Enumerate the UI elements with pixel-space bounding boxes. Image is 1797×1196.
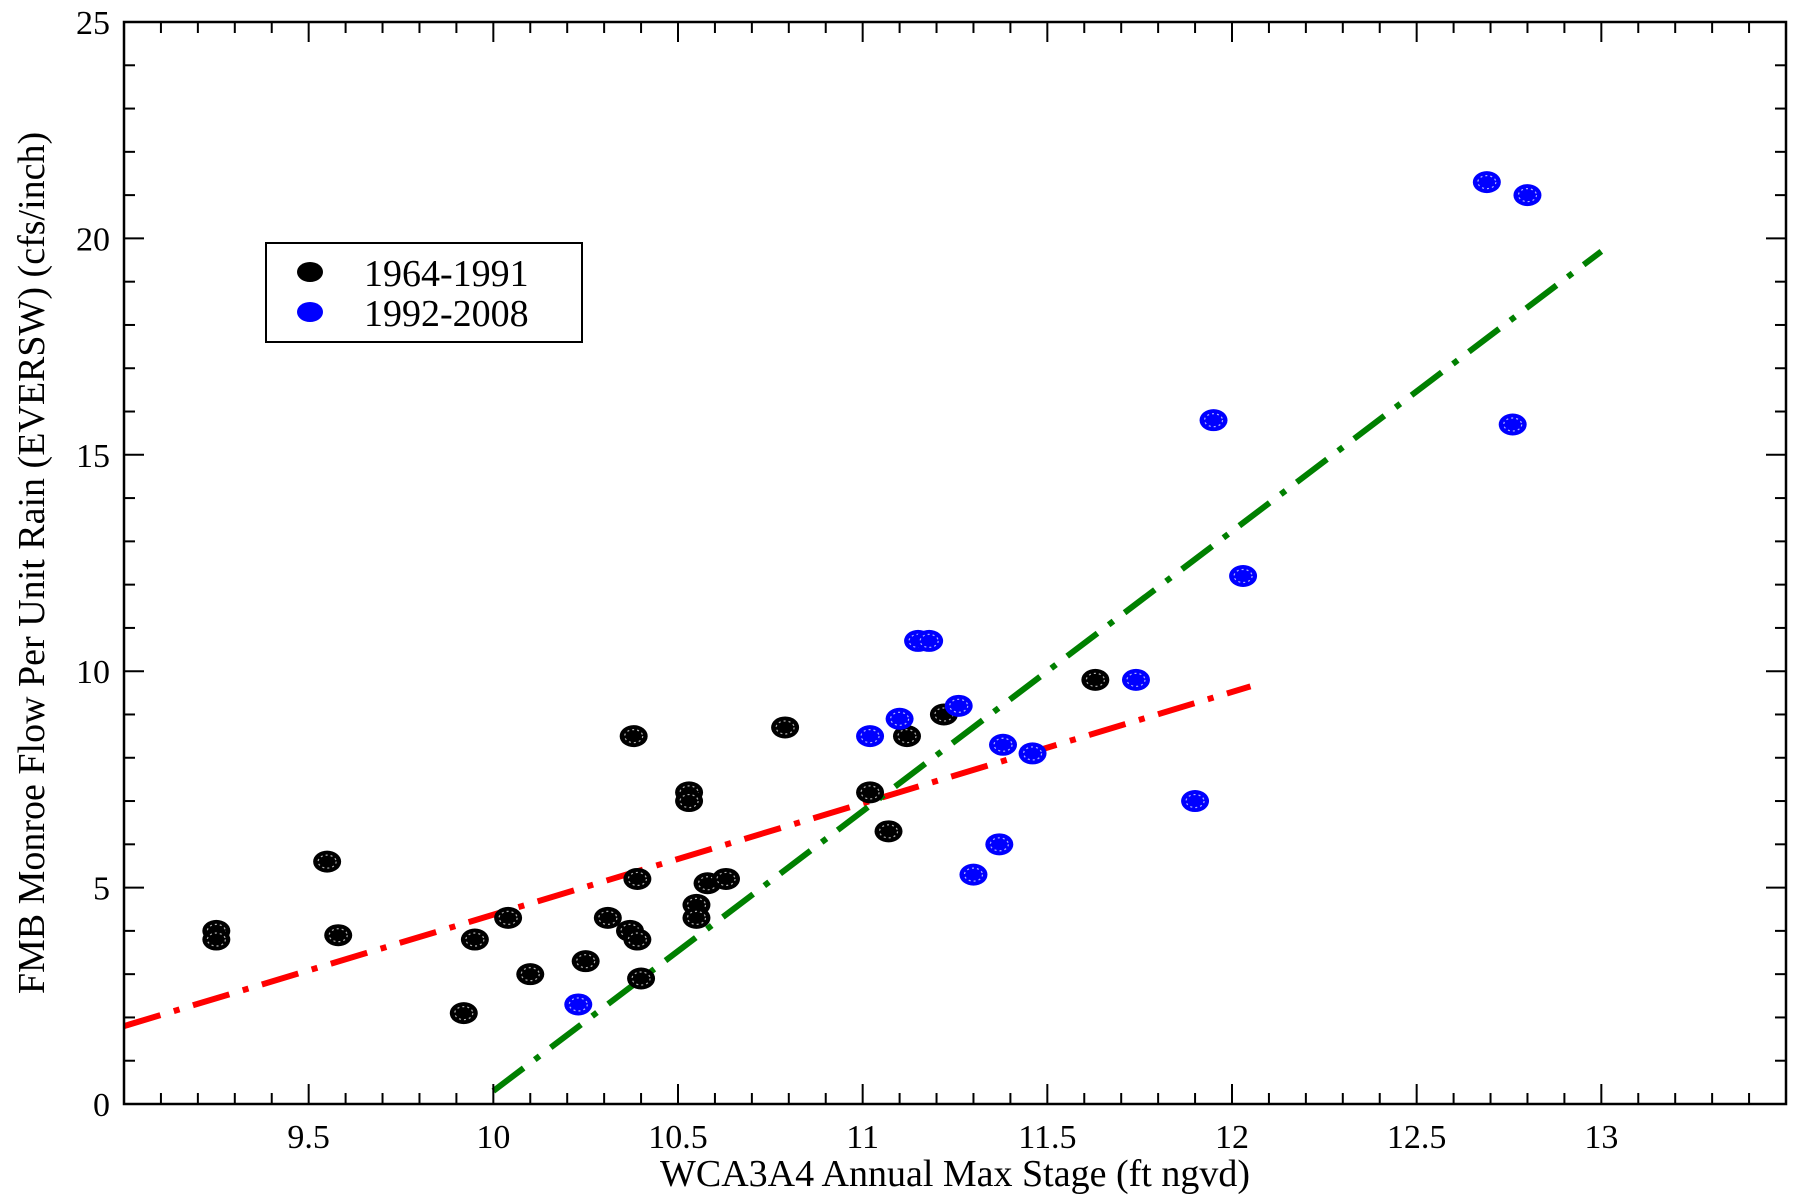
y-tick-label: 20	[76, 221, 110, 258]
data-point-series-2	[985, 833, 1014, 856]
data-point-series-1	[874, 820, 903, 843]
x-tick-label: 12.5	[1387, 1119, 1447, 1156]
data-point-series-1	[771, 716, 800, 739]
data-point-series-1	[682, 906, 711, 929]
y-tick-label: 25	[76, 5, 110, 42]
y-tick-label: 5	[93, 871, 110, 908]
data-point-series-2	[1513, 184, 1542, 207]
data-point-series-2	[1018, 742, 1047, 765]
data-point-series-1	[571, 950, 600, 973]
data-point-series-1	[675, 790, 704, 813]
legend-marker	[297, 302, 323, 322]
y-tick-label: 10	[76, 654, 110, 691]
data-point-series-1	[627, 967, 656, 990]
data-point-series-1	[460, 928, 489, 951]
data-point-series-1	[712, 867, 741, 890]
x-tick-label: 13	[1584, 1119, 1618, 1156]
data-point-series-1	[619, 725, 648, 748]
legend-marker	[297, 262, 323, 282]
data-point-series-2	[856, 725, 885, 748]
legend-label: 1992-2008	[364, 293, 529, 335]
data-point-series-2	[1181, 790, 1210, 813]
data-point-series-2	[989, 733, 1018, 756]
legend-entry-1: 1964-1991	[297, 253, 529, 295]
data-point-series-1	[593, 906, 622, 929]
trendline-layer	[123, 248, 1604, 1094]
trendline-2	[491, 248, 1604, 1094]
x-tick-label: 10.5	[648, 1119, 708, 1156]
x-tick-label: 9.5	[287, 1119, 330, 1156]
data-point-series-1	[623, 867, 652, 890]
trendline-1	[123, 683, 1252, 1029]
axis-ticks-layer: 9.5 10 10.5 11 11.5 12 12.5 13 0 5 10 15 20 25	[76, 5, 1787, 1156]
x-axis-title: WCA3A4 Annual Max Stage (ft ngvd)	[660, 1153, 1250, 1195]
data-point-series-1	[202, 928, 231, 951]
data-point-series-1	[313, 850, 342, 873]
legend-entry-2: 1992-2008	[297, 293, 529, 335]
legend-box	[265, 242, 583, 343]
data-point-series-2	[1199, 409, 1228, 432]
data-point-series-1	[324, 924, 353, 947]
data-point-series-1	[494, 906, 523, 929]
y-axis-title: FMB Monroe Flow Per Unit Rain (EVERSW) (…	[11, 132, 53, 994]
data-point-series-1	[856, 781, 885, 804]
x-tick-label: 11	[846, 1119, 879, 1156]
data-point-series-1	[449, 1002, 478, 1025]
data-point-series-2	[1472, 171, 1501, 194]
data-point-series-1	[1081, 668, 1110, 691]
data-points-layer	[202, 171, 1542, 1025]
data-point-series-2	[1498, 413, 1527, 436]
legend-label: 1964-1991	[364, 253, 529, 295]
x-tick-label: 10	[476, 1119, 510, 1156]
data-point-series-2	[564, 993, 593, 1016]
data-point-series-1	[516, 963, 545, 986]
plot-area-frame	[122, 20, 1788, 1106]
y-tick-label: 15	[76, 438, 110, 475]
data-point-series-2	[915, 629, 944, 652]
y-tick-label: 0	[93, 1087, 110, 1124]
data-point-series-2	[944, 694, 973, 717]
data-point-series-1	[623, 928, 652, 951]
data-point-series-2	[959, 863, 988, 886]
data-point-series-2	[1229, 564, 1258, 587]
data-point-series-2	[1121, 668, 1150, 691]
x-tick-label: 12	[1215, 1119, 1249, 1156]
x-tick-label: 11.5	[1018, 1119, 1076, 1156]
data-point-series-1	[892, 725, 921, 748]
data-point-series-2	[885, 707, 914, 730]
